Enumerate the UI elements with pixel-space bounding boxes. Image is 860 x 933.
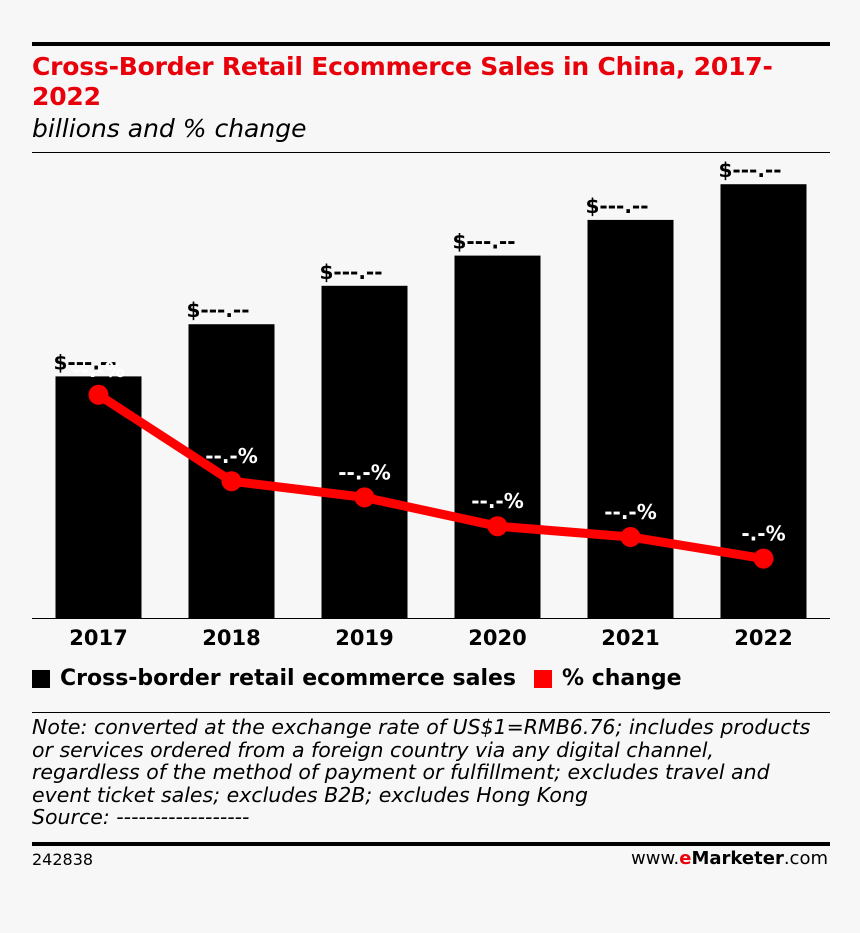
note-line: Note: converted at the exchange rate of … (32, 715, 811, 739)
legend-item-sales: Cross-border retail ecommerce sales (32, 664, 516, 694)
note-line: regardless of the method of payment or f… (32, 760, 770, 784)
note-rule (32, 712, 830, 713)
change-line (94, 390, 768, 564)
brand-logo[interactable]: www.eMarketer.com (631, 848, 828, 869)
change-value-label: -.-% (741, 522, 785, 546)
legend: Cross-border retail ecommerce sales % ch… (32, 664, 700, 694)
chart-id: 242838 (32, 850, 94, 869)
brand-e: e (679, 848, 692, 869)
change-point-2017 (88, 384, 109, 405)
note-line: or services ordered from a foreign count… (32, 737, 714, 762)
x-tick-label: 2019 (335, 626, 393, 650)
change-point-2021 (620, 527, 641, 547)
bar-value-label: $---.-- (586, 194, 649, 218)
x-tick-label: 2018 (202, 626, 260, 650)
subtitle-rule (32, 152, 830, 153)
brand-name: Marketer (691, 848, 784, 869)
bar-2020 (454, 255, 541, 618)
change-value-label: --.-% (471, 489, 524, 513)
bar-value-label: $---.-- (54, 350, 117, 374)
chart-title: Cross-Border Retail Ecommerce Sales in C… (32, 52, 773, 111)
bar-2022 (720, 184, 807, 618)
note-line: event ticket sales; excludes B2B; exclud… (32, 782, 588, 807)
change-value-label: --.-% (338, 460, 391, 484)
legend-label-change: % change (562, 666, 682, 691)
legend-swatch-change (534, 670, 553, 688)
bar-value-label: $---.-- (187, 298, 250, 322)
footnote: Note: converted at the exchange rate of … (32, 716, 832, 829)
change-point-2019 (354, 487, 375, 508)
change-value-label: --.-% (604, 500, 657, 524)
change-value-label: --.-% (72, 358, 125, 382)
x-tick-label: 2017 (69, 626, 127, 650)
x-tick-label: 2020 (468, 626, 526, 650)
bar-2019 (321, 285, 408, 618)
change-point-2022 (753, 548, 774, 569)
source-line: Source: ------------------ (32, 805, 250, 829)
legend-swatch-sales (32, 670, 50, 688)
bottom-rule (32, 842, 830, 846)
bar-2021 (587, 219, 674, 618)
chart-area: $---.-- $---.-- $---.-- $---.-- $---.-- $---.… (32, 158, 830, 650)
top-rule (32, 42, 830, 46)
legend-label-sales: Cross-border retail ecommerce sales (60, 666, 517, 691)
change-value-label: --.-% (205, 444, 258, 468)
bar-2018 (188, 324, 275, 618)
change-point-2020 (487, 516, 508, 537)
legend-item-change: % change (534, 664, 682, 694)
x-tick-label: 2021 (601, 626, 659, 650)
brand-suffix: .com (783, 848, 828, 869)
bar-value-label: $---.-- (719, 158, 782, 182)
bar-value-label: $---.-- (320, 260, 383, 284)
change-point-2018 (221, 471, 242, 492)
brand-prefix: www. (631, 848, 680, 869)
x-tick-label: 2022 (734, 626, 792, 650)
chart-subtitle: billions and % change (32, 114, 307, 143)
bar-value-label: $---.-- (453, 230, 516, 254)
